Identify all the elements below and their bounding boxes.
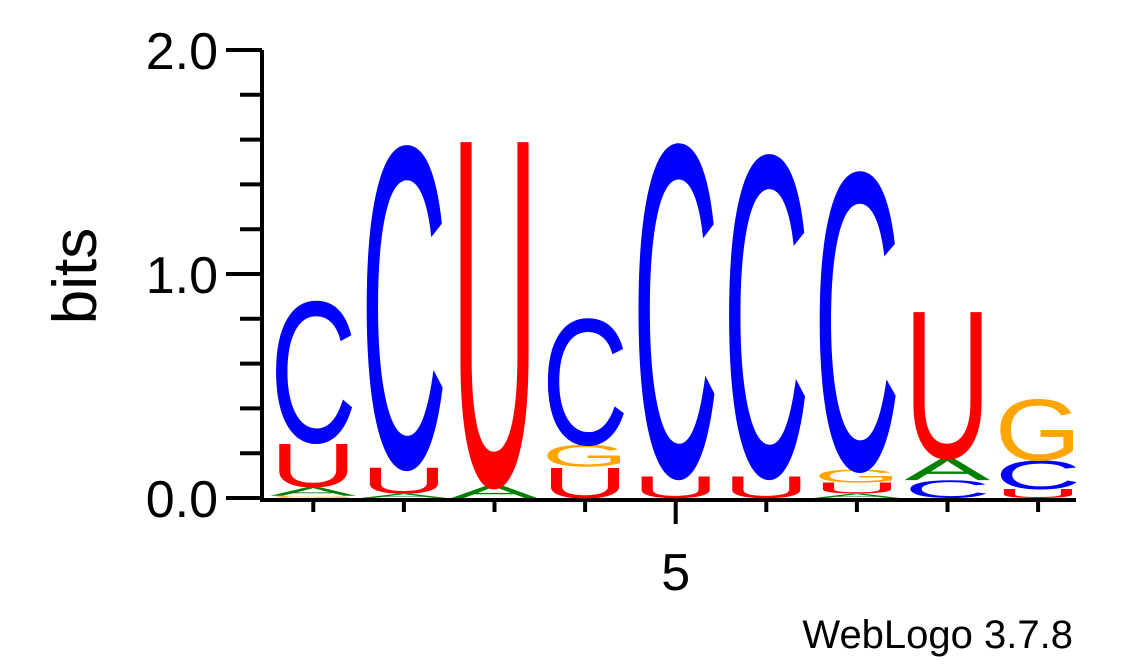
letter-U: U — [995, 487, 1082, 501]
stack-position-5: UC — [632, 45, 719, 577]
stack-position-3: AU — [451, 34, 538, 591]
letter-A: A — [270, 485, 357, 499]
x-axis: 5 — [260, 498, 1076, 602]
letter-C: C — [995, 452, 1082, 497]
stack-position-8: CAU — [904, 267, 991, 503]
letter-U: U — [361, 460, 448, 502]
stack-position-9: UCG — [995, 382, 1082, 500]
stack-position-2: AUC — [361, 51, 448, 566]
letter-U: U — [270, 431, 357, 500]
letter-U: U — [632, 470, 719, 505]
letter-G: G — [542, 439, 629, 474]
letter-U: U — [451, 34, 538, 591]
y-tick-label: 2.0 — [146, 23, 218, 81]
letter-A: A — [904, 452, 991, 487]
letter-A: A — [814, 492, 900, 499]
letter-A: A — [451, 481, 538, 502]
x-tick-label: 5 — [661, 544, 690, 602]
weblogo-credit: WebLogo 3.7.8 — [802, 613, 1073, 657]
stack-position-6: UC — [723, 60, 810, 575]
letter-C: C — [270, 261, 357, 486]
letter-U: U — [904, 267, 991, 503]
letter-C: C — [814, 85, 901, 560]
letter-G: G — [270, 495, 357, 498]
letter-C: C — [361, 51, 448, 566]
letter-C: C — [632, 45, 719, 577]
letter-G: G — [814, 465, 901, 486]
letter-C: C — [904, 476, 991, 504]
letter-U: U — [723, 470, 810, 505]
letter-U: U — [542, 459, 629, 508]
letter-C: C — [542, 282, 629, 483]
y-axis-label: bits — [41, 228, 110, 324]
y-tick-label: 1.0 — [146, 247, 218, 305]
stack-position-4: UGC — [542, 282, 629, 508]
y-axis: 0.0 1.0 2.0 — [146, 23, 264, 529]
letter-C: C — [723, 60, 810, 575]
letter-G: G — [995, 382, 1082, 479]
letter-A: A — [361, 492, 447, 499]
y-tick-label: 0.0 — [146, 471, 218, 529]
letter-U: U — [814, 480, 901, 497]
